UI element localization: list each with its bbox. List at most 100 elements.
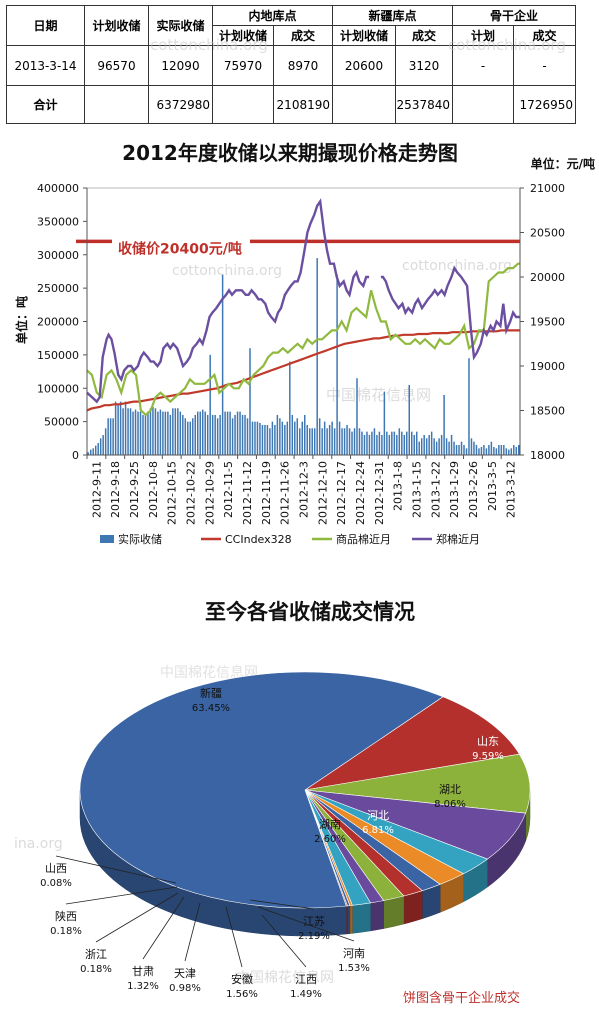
bar xyxy=(351,431,353,455)
bar xyxy=(503,444,505,455)
bar xyxy=(321,428,323,455)
bar xyxy=(396,434,398,455)
pie-label-name: 江西 xyxy=(295,973,317,986)
province-pie-chart: 至今各省收储成交情况 ina.org 中国棉花信息网 中国棉花信息网 新疆 63.… xyxy=(14,600,531,1006)
bar xyxy=(333,428,336,455)
bar xyxy=(241,414,244,455)
bar xyxy=(341,428,343,455)
pie-label-percent: 0.18% xyxy=(50,926,82,937)
pie-leader-line xyxy=(225,906,243,968)
bar xyxy=(234,414,236,455)
cell-bb-plan: - xyxy=(452,45,514,86)
bar xyxy=(249,348,251,455)
bar xyxy=(455,444,458,455)
pie-label-name: 甘肃 xyxy=(132,965,154,978)
bar xyxy=(206,414,209,455)
x-tick-label: 2012-10-15 xyxy=(166,461,179,525)
bar xyxy=(463,444,465,455)
bar xyxy=(388,434,391,455)
bar xyxy=(99,438,102,455)
right-tick-label: 21000 xyxy=(530,182,565,195)
bar xyxy=(401,431,403,455)
bar xyxy=(415,431,418,455)
bar xyxy=(306,424,308,455)
bar xyxy=(323,421,326,455)
bar xyxy=(336,274,338,455)
pie-label-percent: 1.56% xyxy=(226,989,258,1000)
bar xyxy=(301,421,304,455)
bar xyxy=(229,411,231,455)
bar xyxy=(194,414,196,455)
bar xyxy=(493,446,495,455)
bar xyxy=(331,421,333,455)
price-trend-chart: 2012年度收储以来期撮现价格走势图 单位：元/吨 单位：吨 cottonchi… xyxy=(14,141,595,546)
left-unit-label: 单位：吨 xyxy=(14,296,29,344)
table-total-row: 合计 6372980 2108190 2537840 1726950 xyxy=(6,85,576,124)
bar xyxy=(264,424,266,455)
bar xyxy=(192,418,194,455)
pie-side-wall xyxy=(370,900,384,932)
x-tick-label: 2012-12-17 xyxy=(335,461,348,525)
bar xyxy=(378,431,381,455)
bar xyxy=(224,411,226,455)
x-tick-label: 2012-11-19 xyxy=(260,461,273,525)
col-header-backbone: 骨干企业 xyxy=(452,5,576,26)
bar xyxy=(411,431,413,455)
bar xyxy=(316,258,318,455)
bar xyxy=(117,404,119,455)
right-tick-label: 19000 xyxy=(530,360,565,373)
cell-total-bb-plan xyxy=(452,85,514,124)
bar xyxy=(127,408,129,455)
left-tick-label: 300000 xyxy=(37,249,79,262)
line-commodity-near xyxy=(86,262,520,417)
pie-title: 至今各省收储成交情况 xyxy=(205,600,415,624)
bar xyxy=(510,448,513,455)
bar xyxy=(147,411,149,455)
bar xyxy=(109,418,112,455)
pie-label-percent: 1.53% xyxy=(338,963,370,974)
legend: 实际收储 CCIndex328 商品棉近月 郑棉近月 xyxy=(100,532,480,546)
pie-label-name: 湖南 xyxy=(319,818,341,831)
pie-label-name: 天津 xyxy=(174,967,196,980)
bar xyxy=(518,444,520,455)
cell-total-bb-deal: 1726950 xyxy=(513,85,576,124)
pie-leader-line xyxy=(95,892,179,943)
pie-side-wall xyxy=(403,890,423,925)
bar xyxy=(483,444,485,455)
bar xyxy=(473,441,475,455)
cell-total-xj-deal: 2537840 xyxy=(395,85,453,124)
table-row: 2013-3-14 96570 12090 75970 8970 20600 3… xyxy=(6,45,576,86)
col-header-inland-deal: 成交 xyxy=(273,25,333,46)
bar xyxy=(346,424,348,455)
line-zhengzhou-near xyxy=(86,198,370,404)
bar xyxy=(490,441,493,455)
x-tick-label: 2012-9-18 xyxy=(109,461,122,518)
line-ccindex328 xyxy=(86,329,520,412)
bar xyxy=(152,406,154,455)
pie-leader-line xyxy=(249,899,315,910)
pie-labels: 新疆 63.45% 山东 9.59% 湖北 8.06% 河北 6.81% 湖南 2.60% 江苏 2.… xyxy=(40,686,504,1000)
bar xyxy=(231,418,234,455)
pie-leader-line xyxy=(55,855,177,884)
col-header-xinjiang: 新疆库点 xyxy=(332,5,453,26)
bar xyxy=(259,422,261,455)
cell-xj-deal: 3120 xyxy=(395,45,453,86)
plot-border xyxy=(86,187,521,456)
bar xyxy=(465,448,468,455)
pie-side-wall xyxy=(347,905,351,935)
pie-label-percent: 2.60% xyxy=(314,834,346,845)
watermark-cn-3: 中国棉花信息网 xyxy=(236,969,334,986)
legend-label: 商品棉近月 xyxy=(336,532,391,546)
bar xyxy=(443,394,445,455)
bar xyxy=(92,448,94,455)
bar xyxy=(196,411,199,455)
legend-label: 郑棉近月 xyxy=(436,532,480,546)
left-tick-label: 50000 xyxy=(44,416,79,429)
pie-label-percent: 9.59% xyxy=(472,751,504,762)
bar xyxy=(94,445,97,455)
pie-label-name: 河南 xyxy=(343,947,365,960)
pie-side-wall xyxy=(383,895,405,929)
right-tick-label: 18000 xyxy=(530,449,565,462)
bar xyxy=(430,431,433,455)
x-tick-label: 2012-12-10 xyxy=(316,461,329,525)
